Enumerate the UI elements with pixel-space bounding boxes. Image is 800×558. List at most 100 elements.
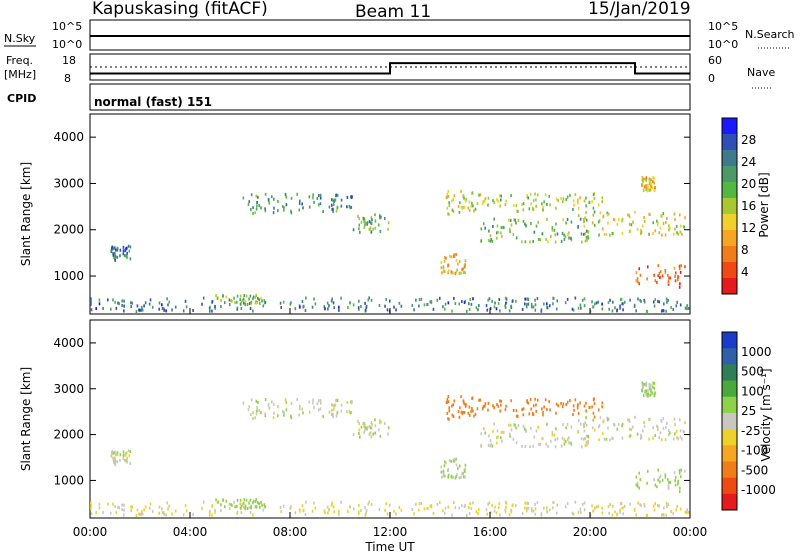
echo-cell <box>633 304 636 308</box>
echo-cell <box>239 502 242 506</box>
echo-cell <box>233 500 235 504</box>
echo-cell <box>167 507 169 511</box>
echo-cell <box>521 408 523 412</box>
echo-cell <box>660 309 663 313</box>
echo-cell <box>583 404 586 408</box>
echo-cell <box>509 434 511 438</box>
echo-cell <box>379 216 381 220</box>
echo-cell <box>527 297 529 301</box>
echo-cell <box>635 475 638 479</box>
echo-cell <box>256 409 258 413</box>
echo-cell <box>583 199 586 203</box>
echo-cell <box>686 508 688 512</box>
echo-cell <box>642 394 645 398</box>
echo-cell <box>567 438 569 442</box>
echo-cell <box>257 501 259 505</box>
echo-cell <box>458 464 461 468</box>
echo-cell <box>659 480 661 484</box>
echo-cell <box>584 421 586 425</box>
echo-cell <box>429 504 432 508</box>
echo-cell <box>504 508 507 512</box>
echo-cell <box>640 504 642 508</box>
echo-cell <box>158 511 160 515</box>
echo-cell <box>646 469 649 473</box>
echo-cell <box>480 239 483 243</box>
echo-cell <box>563 233 565 237</box>
echo-cell <box>563 438 565 442</box>
echo-cell <box>651 385 654 389</box>
echo-cell <box>468 511 471 515</box>
echo-cell <box>584 239 587 243</box>
echo-cell <box>591 426 594 430</box>
echo-cell <box>301 300 304 304</box>
echo-cell <box>220 299 222 303</box>
echo-cell <box>497 199 500 203</box>
echo-cell <box>617 218 620 222</box>
echo-cell <box>628 213 631 217</box>
echo-cell <box>592 398 595 402</box>
echo-cell <box>239 294 242 298</box>
echo-cell <box>662 513 664 517</box>
echo-cell <box>454 506 457 510</box>
echo-cell <box>267 198 270 202</box>
echo-cell <box>612 217 615 221</box>
echo-cell <box>378 508 381 512</box>
echo-cell <box>121 507 123 511</box>
echo-cell <box>642 382 645 386</box>
echo-cell <box>299 305 301 309</box>
echo-cell <box>570 220 573 224</box>
echo-cell <box>643 185 646 189</box>
echo-cell <box>461 206 464 210</box>
freq-label: Freq. <box>6 54 33 67</box>
echo-cell <box>323 509 326 513</box>
echo-cell <box>110 250 113 254</box>
echo-cell <box>347 305 349 309</box>
echo-cell <box>627 418 629 422</box>
echo-cell <box>313 405 315 409</box>
echo-cell <box>299 509 301 513</box>
echo-cell <box>555 402 558 406</box>
echo-cell <box>445 256 447 260</box>
echo-cell <box>270 400 273 404</box>
echo-cell <box>621 219 623 223</box>
echo-cell <box>668 429 670 433</box>
echo-cell <box>305 500 307 504</box>
echo-cell <box>515 236 518 240</box>
echo-cell <box>151 509 154 513</box>
echo-cell <box>225 499 228 503</box>
echo-cell <box>267 404 270 408</box>
echo-cell <box>167 303 169 307</box>
echo-cell <box>264 301 266 305</box>
echo-cell <box>530 426 532 430</box>
echo-cell <box>448 254 451 258</box>
echo-cell <box>504 304 507 308</box>
echo-cell <box>654 279 657 283</box>
echo-cell <box>619 502 622 506</box>
ytick-label: 2000 <box>53 223 84 237</box>
echo-cell <box>374 424 377 428</box>
echo-cell <box>654 186 656 190</box>
echo-cell <box>530 407 532 411</box>
colorbar-swatch <box>722 182 737 199</box>
ytick-label: 1000 <box>53 269 84 283</box>
echo-cell <box>400 304 403 308</box>
freq-tick-top: 18 <box>62 54 76 67</box>
echo-cell <box>236 511 239 515</box>
echo-cell <box>467 411 470 415</box>
echo-cell <box>350 410 353 414</box>
echo-cell <box>613 423 616 427</box>
echo-cell <box>118 506 120 510</box>
echo-cell <box>608 511 610 515</box>
echo-cell <box>426 303 429 307</box>
echo-cell <box>595 505 598 509</box>
echo-cell <box>530 302 533 306</box>
echo-cell <box>282 504 285 508</box>
echo-cell <box>250 506 252 510</box>
echo-cell <box>480 443 483 447</box>
echo-cell <box>545 237 547 241</box>
echo-cell <box>340 204 343 208</box>
echo-cell <box>541 437 544 441</box>
echo-cell <box>468 302 470 306</box>
echo-cell <box>255 399 258 403</box>
echo-cell <box>294 511 297 515</box>
